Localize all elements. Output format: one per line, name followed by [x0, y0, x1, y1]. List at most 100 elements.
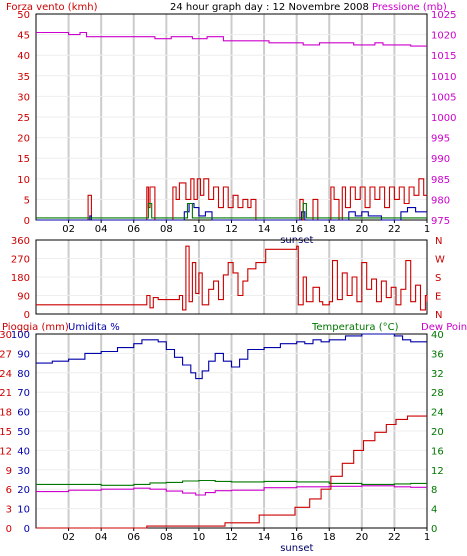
- panel-2-x-tick-label: 12: [225, 532, 238, 543]
- panel-0-x-tick-label: 04: [95, 224, 108, 235]
- panel-0-x-tick-label: 08: [160, 224, 173, 235]
- panel-1-left-tick-label: 0: [24, 310, 30, 321]
- panel-2-x-tick-label: 08: [160, 532, 173, 543]
- panel-2-right-tick-label: 12: [431, 466, 444, 477]
- panel-0-left-tick-label: 10: [17, 175, 30, 186]
- panel-0-right-tick-label: 980: [431, 195, 450, 206]
- panel-2-x-tick-label: 14: [258, 532, 271, 543]
- panel-1-series-red-line: [36, 245, 428, 311]
- panel-2-left-tick-label: 20: [17, 485, 30, 496]
- panel-2-right-tick-label: 24: [431, 408, 444, 419]
- panel-2-left-tick-label: 0: [24, 524, 30, 535]
- panel-2-right-tick-label: 40: [431, 330, 444, 341]
- panel-0-right-tick-label: 975: [431, 216, 450, 227]
- panel-0-left-tick-label: 15: [17, 154, 30, 165]
- panel-2-right-tick-label: 4: [431, 505, 437, 516]
- panel-0-x-tick-label: 14: [258, 224, 271, 235]
- rain-tick-label: 15: [0, 427, 12, 438]
- panel-2-x-tick-label: 10: [193, 532, 206, 543]
- panel-1-right-tick-label: S: [435, 273, 441, 284]
- panel-0-left-tick-label: 40: [17, 51, 30, 62]
- panel-0-right-tick-label: 1000: [431, 113, 456, 124]
- panel-2-x-tick-label: 1: [424, 532, 430, 543]
- panel-2-x-tick-label: 22: [388, 532, 401, 543]
- panel-2-x-tick-label: 18: [323, 532, 336, 543]
- panel-0-left-tick-label: 45: [17, 31, 30, 42]
- panel-0-left-tick-label: 50: [17, 10, 30, 21]
- panel-2-series-blue-line: [36, 333, 427, 380]
- rain-tick-label: 9: [6, 466, 12, 477]
- panel-2-x-tick-label: 06: [127, 532, 140, 543]
- rain-tick-label: 6: [6, 485, 12, 496]
- panel-1-frame: [35, 239, 428, 315]
- panel-2-right-tick-label: 20: [431, 427, 444, 438]
- panel-0-x-tick-label: 02: [62, 224, 75, 235]
- panel-2-left-tick-label: 90: [17, 349, 30, 360]
- panel-0-left-tick-label: 5: [24, 195, 30, 206]
- panel-2-left-tick-label: 100: [11, 330, 30, 341]
- panel-2-right-tick-label: 0: [431, 524, 437, 535]
- rain-tick-label: 3: [6, 505, 12, 516]
- panel-2-left-tick-label: 10: [17, 505, 30, 516]
- panel-1-right-tick-label: N: [435, 236, 442, 247]
- panel-2-left-tick-label: 60: [17, 408, 30, 419]
- panel-0-x-tick-label: 06: [127, 224, 140, 235]
- panel-2-right-tick-label: 16: [431, 446, 444, 457]
- panel-0-x-tick-label: 22: [388, 224, 401, 235]
- panel-0-right-tick-label: 1015: [431, 51, 456, 62]
- panel-2-right-tick-label: 8: [431, 485, 437, 496]
- panel-1-right-tick-label: N: [435, 310, 442, 321]
- panel-0-left-tick-label: 0: [24, 216, 30, 227]
- wind-speed-axis-title: Forza vento (kmh): [6, 2, 98, 13]
- panel-2-right-tick-label: 36: [431, 349, 444, 360]
- panel-0-series-red-line: [36, 178, 427, 221]
- panel-0-right-tick-label: 1010: [431, 72, 456, 83]
- panel-0-x-tick-label: 20: [355, 224, 368, 235]
- rain-tick-label: 24: [0, 369, 12, 380]
- panel-1-left-tick-label: 180: [11, 273, 30, 284]
- panel-0-left-tick-label: 20: [17, 134, 30, 145]
- chart-title: 24 hour graph day : 12 Novembre 2008: [170, 2, 369, 13]
- rain-tick-label: 12: [0, 446, 12, 457]
- panel-2-right-tick-label: 32: [431, 369, 444, 380]
- panel-2-x-tick-label: 20: [355, 532, 368, 543]
- panel-0-right-tick-label: 990: [431, 154, 450, 165]
- panel-0-x-tick-label: 18: [323, 224, 336, 235]
- panel-0-left-tick-label: 35: [17, 72, 30, 83]
- panel-2-series-green-line: [36, 479, 427, 486]
- panel-2-x-tick-label: 16: [290, 532, 303, 543]
- rain-tick-label: 0: [6, 524, 12, 535]
- panel-2-series-magenta-line: [36, 485, 427, 496]
- rain-tick-label: 18: [0, 408, 12, 419]
- panel-2-right-tick-label: 28: [431, 388, 444, 399]
- panel-0-right-tick-label: 1020: [431, 31, 456, 42]
- panel-2-left-tick-label: 30: [17, 466, 30, 477]
- panel-1-right-tick-label: E: [435, 292, 441, 303]
- panel-0-x-tick-label: 1: [424, 224, 430, 235]
- temperature-axis-title: Temperatura (°C): [311, 322, 399, 333]
- panel-0-right-tick-label: 1025: [431, 10, 456, 21]
- pressure-axis-title: Pressione (mb): [372, 2, 447, 13]
- panel-0-right-tick-label: 995: [431, 134, 450, 145]
- panel-2-x-tick-label: 04: [95, 532, 108, 543]
- rain-tick-label: 30: [0, 330, 12, 341]
- panel-0-x-tick-label: 10: [193, 224, 206, 235]
- panel-0-series-magenta-line: [36, 31, 427, 47]
- humidity-axis-title: Umidita %: [68, 322, 120, 333]
- panel-2-left-tick-label: 70: [17, 388, 30, 399]
- dew-point-axis-title: Dew Point: [421, 322, 467, 333]
- panel-2-x-tick-label: 02: [62, 532, 75, 543]
- panel-2-series-red-line: [36, 415, 427, 529]
- panel-1-right-tick-label: W: [435, 255, 445, 266]
- panel-1-left-tick-label: 90: [17, 292, 30, 303]
- panel-2-sunset-label: sunset: [280, 543, 313, 554]
- panel-0-right-tick-label: 1005: [431, 92, 456, 103]
- panel-2-left-tick-label: 50: [17, 427, 30, 438]
- panel-0-series-green-line: [36, 202, 427, 219]
- rain-tick-label: 21: [0, 388, 12, 399]
- panel-0-x-tick-label: 12: [225, 224, 238, 235]
- rain-axis-title: Pioggia (mm): [2, 322, 69, 333]
- panel-0-left-tick-label: 25: [17, 113, 30, 124]
